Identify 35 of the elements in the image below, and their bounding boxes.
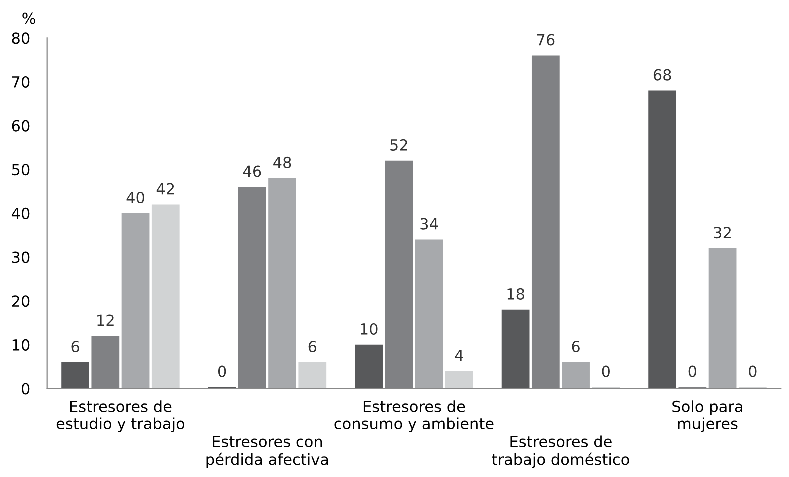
data-label: 52 [390, 139, 408, 151]
y-tick-label: 20 [12, 296, 30, 308]
y-tick-label: 60 [12, 120, 30, 132]
data-label: 42 [156, 183, 174, 195]
data-label: 4 [455, 350, 464, 362]
y-tick-label: 70 [12, 76, 30, 88]
data-label: 10 [361, 323, 378, 336]
data-label: 6 [572, 341, 580, 353]
data-label: 34 [420, 218, 438, 230]
data-label: 40 [126, 192, 144, 204]
y-tick-label: 80 [12, 32, 30, 44]
data-label: 76 [537, 34, 555, 46]
data-label: 68 [654, 69, 672, 81]
data-label: 12 [98, 314, 114, 326]
data-label: 46 [243, 166, 262, 178]
data-label: 0 [688, 366, 697, 378]
data-label: 18 [508, 288, 524, 300]
data-label: 6 [72, 341, 80, 353]
x-tick-label: Estresores de estudio y trabajo [56, 400, 185, 433]
y-tick-label: 10 [12, 339, 30, 351]
x-tick-label: Estresores de trabajo doméstico [492, 436, 630, 468]
y-tick-label: 50 [12, 164, 30, 176]
data-label: 0 [602, 366, 610, 378]
data-label: 0 [749, 366, 757, 378]
data-label: 32 [714, 227, 731, 239]
data-label: 0 [218, 366, 226, 378]
y-tick-label: 40 [12, 208, 30, 220]
data-label: 48 [274, 156, 292, 168]
x-tick-label: Solo para mujeres [672, 400, 742, 433]
x-tick-label: Estresores con pérdida afectiva [206, 436, 328, 468]
y-tick-label: 0 [22, 383, 30, 395]
data-label: 6 [308, 341, 317, 353]
y-axis-title: % [22, 12, 36, 24]
y-tick-label: 30 [12, 252, 30, 264]
x-tick-label: Estresores de consumo y ambiente [334, 400, 494, 433]
